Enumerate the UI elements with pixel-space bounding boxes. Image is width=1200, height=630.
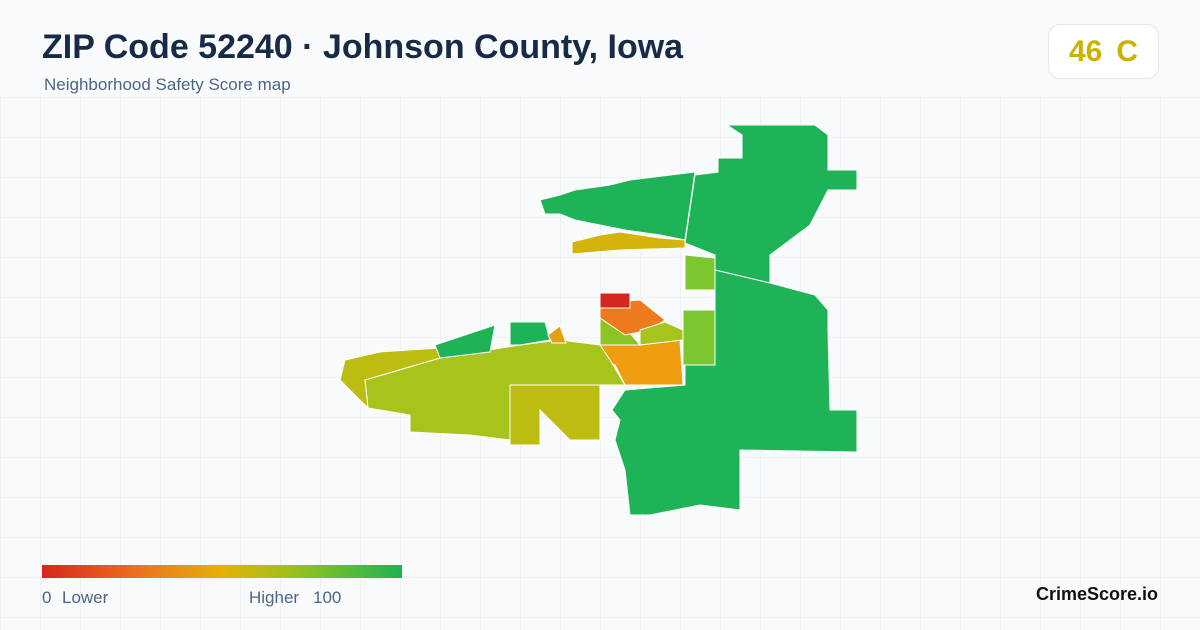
title: ZIP Code 52240 · Johnson County, Iowa: [42, 28, 684, 66]
subtitle: Neighborhood Safety Score map: [44, 75, 291, 94]
score-badge: 46 C: [1048, 24, 1159, 79]
brand: CrimeScore.io: [1035, 584, 1158, 604]
legend-max-label: Higher: [249, 588, 300, 607]
legend-max: 100: [313, 588, 342, 607]
legend-gradient: [42, 565, 402, 578]
regions: [339, 124, 858, 516]
legend-min: 0: [42, 588, 52, 607]
score-value: 46: [1068, 34, 1103, 68]
score-grade: C: [1116, 34, 1139, 68]
legend-min-label: Lower: [62, 588, 109, 607]
